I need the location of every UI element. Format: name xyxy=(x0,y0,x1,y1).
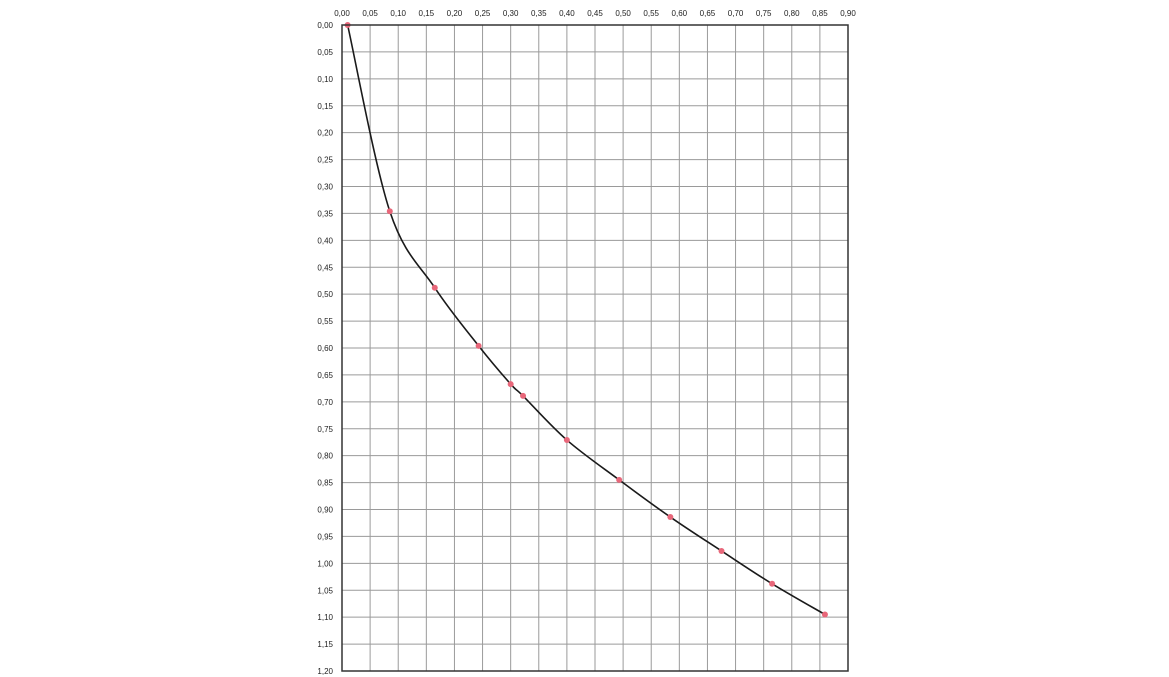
y-tick-label: 0,25 xyxy=(317,156,333,165)
y-tick-label: 0,30 xyxy=(317,183,333,192)
y-tick-label: 0,65 xyxy=(317,371,333,380)
y-tick-label: 0,45 xyxy=(317,263,333,272)
y-tick-label: 0,80 xyxy=(317,452,333,461)
y-tick-label: 0,90 xyxy=(317,506,333,515)
x-tick-label: 0,05 xyxy=(362,9,378,18)
y-tick-label: 1,20 xyxy=(317,667,333,676)
x-tick-label: 0,50 xyxy=(615,9,631,18)
x-tick-label: 0,90 xyxy=(840,9,856,18)
y-tick-label: 0,15 xyxy=(317,102,333,111)
y-tick-label: 0,35 xyxy=(317,209,333,218)
grid xyxy=(341,24,849,672)
y-tick-label: 0,60 xyxy=(317,344,333,353)
series-line xyxy=(346,24,826,616)
y-tick-label: 0,75 xyxy=(317,425,333,434)
data-point xyxy=(520,392,527,399)
data-point xyxy=(718,547,725,554)
y-tick-label: 0,50 xyxy=(317,290,333,299)
y-tick-label: 0,55 xyxy=(317,317,333,326)
x-tick-label: 0,20 xyxy=(447,9,463,18)
x-tick-label: 0,45 xyxy=(587,9,603,18)
y-tick-label: 0,85 xyxy=(317,479,333,488)
x-tick-label: 0,80 xyxy=(784,9,800,18)
x-tick-label: 0,15 xyxy=(419,9,435,18)
data-point xyxy=(667,514,674,521)
data-point xyxy=(821,611,828,618)
y-tick-label: 0,70 xyxy=(317,398,333,407)
series-markers xyxy=(344,22,828,618)
data-point xyxy=(386,208,393,215)
y-tick-label: 0,05 xyxy=(317,48,333,57)
x-tick-label: 0,25 xyxy=(475,9,491,18)
y-tick-label: 0,40 xyxy=(317,236,333,245)
x-tick-label: 0,40 xyxy=(559,9,575,18)
data-point xyxy=(616,476,623,483)
y-tick-label: 0,00 xyxy=(317,21,333,30)
x-tick-label: 0,00 xyxy=(334,9,350,18)
x-tick-label: 0,70 xyxy=(728,9,744,18)
y-tick-label: 0,10 xyxy=(317,75,333,84)
x-tick-label: 0,30 xyxy=(503,9,519,18)
y-tick-label: 1,00 xyxy=(317,559,333,568)
y-tick-label: 0,95 xyxy=(317,532,333,541)
x-tick-label: 0,65 xyxy=(700,9,716,18)
x-axis-ticks: 0,00 0,05 0,10 0,15 0,20 0,25 0,30 0,35 0,40 0,45… xyxy=(334,9,856,18)
x-tick-label: 0,75 xyxy=(756,9,772,18)
y-tick-label: 1,15 xyxy=(317,640,333,649)
data-point xyxy=(475,342,482,349)
data-point xyxy=(769,580,776,587)
data-point xyxy=(563,437,570,444)
data-point xyxy=(431,284,438,291)
x-tick-label: 0,10 xyxy=(390,9,406,18)
y-tick-label: 1,05 xyxy=(317,586,333,595)
plot-frame xyxy=(341,24,849,672)
x-tick-label: 0,35 xyxy=(531,9,547,18)
y-axis-ticks: 0,00 0,05 0,10 0,15 0,20 0,25 0,30 0,35 0,40 0,45… xyxy=(317,21,333,676)
y-tick-label: 1,10 xyxy=(317,613,333,622)
data-point xyxy=(507,381,514,388)
x-tick-label: 0,55 xyxy=(643,9,659,18)
x-tick-label: 0,85 xyxy=(812,9,828,18)
x-tick-label: 0,60 xyxy=(672,9,688,18)
y-tick-label: 0,20 xyxy=(317,129,333,138)
